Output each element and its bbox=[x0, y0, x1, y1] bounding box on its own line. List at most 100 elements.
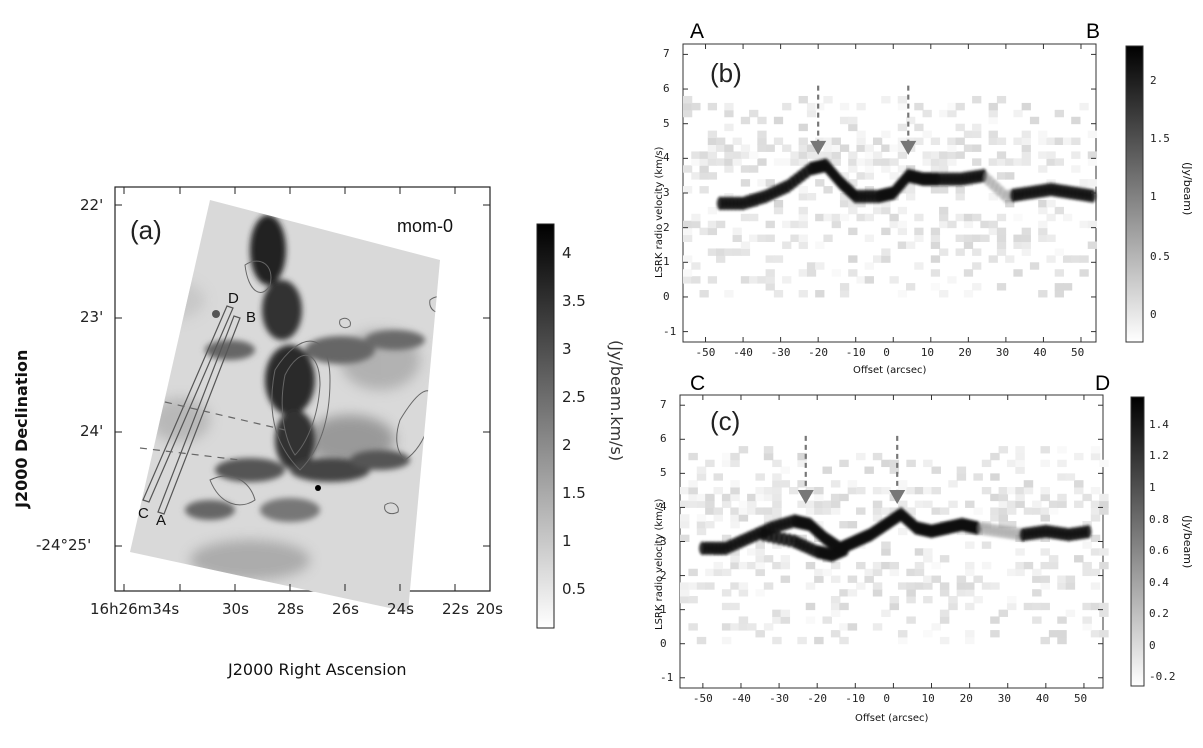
pv-noise-pixel bbox=[998, 446, 1009, 454]
pv-noise-pixel bbox=[881, 144, 891, 152]
pv-noise-pixel bbox=[680, 514, 690, 522]
pv-noise-pixel bbox=[1054, 206, 1064, 215]
pv-noise-pixel bbox=[856, 561, 866, 570]
pv-noise-pixel bbox=[923, 486, 933, 495]
pv-noise-pixel bbox=[790, 158, 800, 166]
a-xtick: 26s bbox=[332, 600, 359, 618]
pv-noise-pixel bbox=[1040, 446, 1050, 454]
pv-noise-pixel bbox=[923, 459, 933, 468]
pv-noise-pixel bbox=[955, 248, 965, 256]
y-tick-label: 2 bbox=[663, 220, 670, 234]
pv-noise-pixel bbox=[1099, 500, 1109, 508]
pv-noise-pixel bbox=[1099, 609, 1109, 617]
pv-noise-pixel bbox=[815, 179, 825, 187]
pv-noise-pixel bbox=[683, 109, 693, 118]
pv-noise-pixel bbox=[947, 109, 957, 118]
pv-noise-pixel bbox=[1046, 151, 1056, 159]
pv-noise-pixel bbox=[707, 102, 718, 111]
pv-noise-pixel bbox=[948, 602, 958, 611]
pv-noise-pixel bbox=[996, 241, 1007, 249]
pv-noise-pixel bbox=[765, 144, 775, 152]
pv-noise-pixel bbox=[732, 151, 742, 159]
pv-noise-pixel bbox=[872, 561, 883, 570]
pv-c-start-label: C bbox=[690, 372, 706, 395]
pv-noise-pixel bbox=[1015, 459, 1025, 468]
pv-noise-pixel bbox=[716, 137, 726, 145]
a-cbar-tick: 1.5 bbox=[562, 484, 586, 502]
pv-noise-pixel bbox=[990, 473, 1000, 481]
pv-noise-pixel bbox=[772, 514, 782, 522]
pv-noise-pixel bbox=[1062, 213, 1073, 222]
pv-noise-pixel bbox=[738, 507, 749, 515]
pv-noise-pixel bbox=[939, 290, 949, 298]
pv-noise-pixel bbox=[707, 130, 718, 139]
pv-noise-pixel bbox=[889, 220, 899, 229]
pv-noise-pixel bbox=[947, 151, 957, 159]
x-tick-label: 50 bbox=[1073, 692, 1088, 705]
pv-noise-pixel bbox=[872, 623, 883, 631]
pv-noise-pixel bbox=[981, 459, 992, 468]
pv-noise-pixel bbox=[780, 466, 791, 474]
pv-noise-pixel bbox=[897, 500, 908, 508]
pv-noise-pixel bbox=[765, 283, 775, 291]
pv-noise-pixel bbox=[988, 227, 998, 236]
pv-noise-pixel bbox=[730, 555, 740, 563]
pv-noise-pixel bbox=[798, 151, 808, 159]
pv-noise-pixel bbox=[1087, 151, 1097, 159]
pv-noise-pixel bbox=[839, 290, 850, 298]
pv-noise-pixel bbox=[1079, 179, 1089, 187]
pv-noise-pixel bbox=[906, 589, 916, 597]
pv-noise-pixel bbox=[1032, 568, 1042, 577]
pv-noise-pixel bbox=[889, 596, 900, 604]
pv-noise-pixel bbox=[1090, 602, 1101, 611]
pv-noise-pixel bbox=[988, 116, 998, 125]
pv-noise-pixel bbox=[1046, 234, 1056, 243]
pv-noise-pixel bbox=[948, 596, 958, 604]
pv-noise-pixel bbox=[981, 561, 992, 570]
pv-noise-pixel bbox=[772, 541, 782, 549]
y-tick-label: 1 bbox=[663, 255, 670, 269]
pv-noise-pixel bbox=[839, 116, 850, 125]
pv-noise-pixel bbox=[765, 269, 775, 277]
c-ylabel: LSRK radio velocity (km/s) bbox=[654, 498, 665, 630]
pv-noise-pixel bbox=[996, 172, 1007, 180]
pv-noise-pixel bbox=[956, 582, 967, 590]
pv-noise-pixel bbox=[930, 269, 941, 277]
pv-noise-pixel bbox=[1040, 636, 1050, 645]
pv-noise-pixel bbox=[763, 493, 774, 502]
pv-noise-pixel bbox=[897, 227, 908, 236]
pv-noise-pixel bbox=[881, 227, 891, 236]
pv-noise-pixel bbox=[691, 276, 701, 284]
pv-noise-pixel bbox=[1032, 602, 1042, 611]
pv-noise-pixel bbox=[1006, 521, 1017, 529]
pv-noise-pixel bbox=[747, 507, 757, 515]
pv-noise-pixel bbox=[773, 158, 784, 166]
pv-noise-pixel bbox=[856, 137, 866, 145]
pv-noise-pixel bbox=[956, 473, 967, 481]
pv-noise-pixel bbox=[1048, 500, 1059, 508]
pv-noise-pixel bbox=[906, 486, 916, 495]
pv-noise-pixel bbox=[772, 480, 782, 488]
pv-noise-pixel bbox=[830, 575, 841, 583]
c-xlabel: Offset (arcsec) bbox=[855, 713, 929, 724]
pv-noise-pixel bbox=[939, 616, 950, 624]
pv-noise-pixel bbox=[1099, 459, 1109, 468]
pv-noise-pixel bbox=[724, 290, 734, 298]
pv-noise-pixel bbox=[798, 206, 808, 215]
pv-noise-pixel bbox=[914, 486, 925, 495]
pv-noise-pixel bbox=[1087, 158, 1097, 166]
pv-noise-pixel bbox=[1038, 137, 1048, 145]
pv-noise-pixel bbox=[1040, 561, 1050, 570]
pv-noise-pixel bbox=[705, 582, 715, 590]
pv-noise-pixel bbox=[914, 500, 925, 508]
pv-noise-pixel bbox=[805, 561, 816, 570]
pv-noise-pixel bbox=[1006, 500, 1017, 508]
pv-noise-pixel bbox=[1021, 241, 1031, 249]
pv-noise-pixel bbox=[1079, 255, 1089, 263]
pv-noise-pixel bbox=[1040, 507, 1050, 515]
pv-noise-pixel bbox=[1057, 630, 1067, 638]
pv-noise-pixel bbox=[889, 602, 900, 611]
pv-noise-pixel bbox=[856, 507, 866, 515]
pv-noise-pixel bbox=[872, 151, 883, 159]
pv-noise-pixel bbox=[683, 102, 693, 111]
